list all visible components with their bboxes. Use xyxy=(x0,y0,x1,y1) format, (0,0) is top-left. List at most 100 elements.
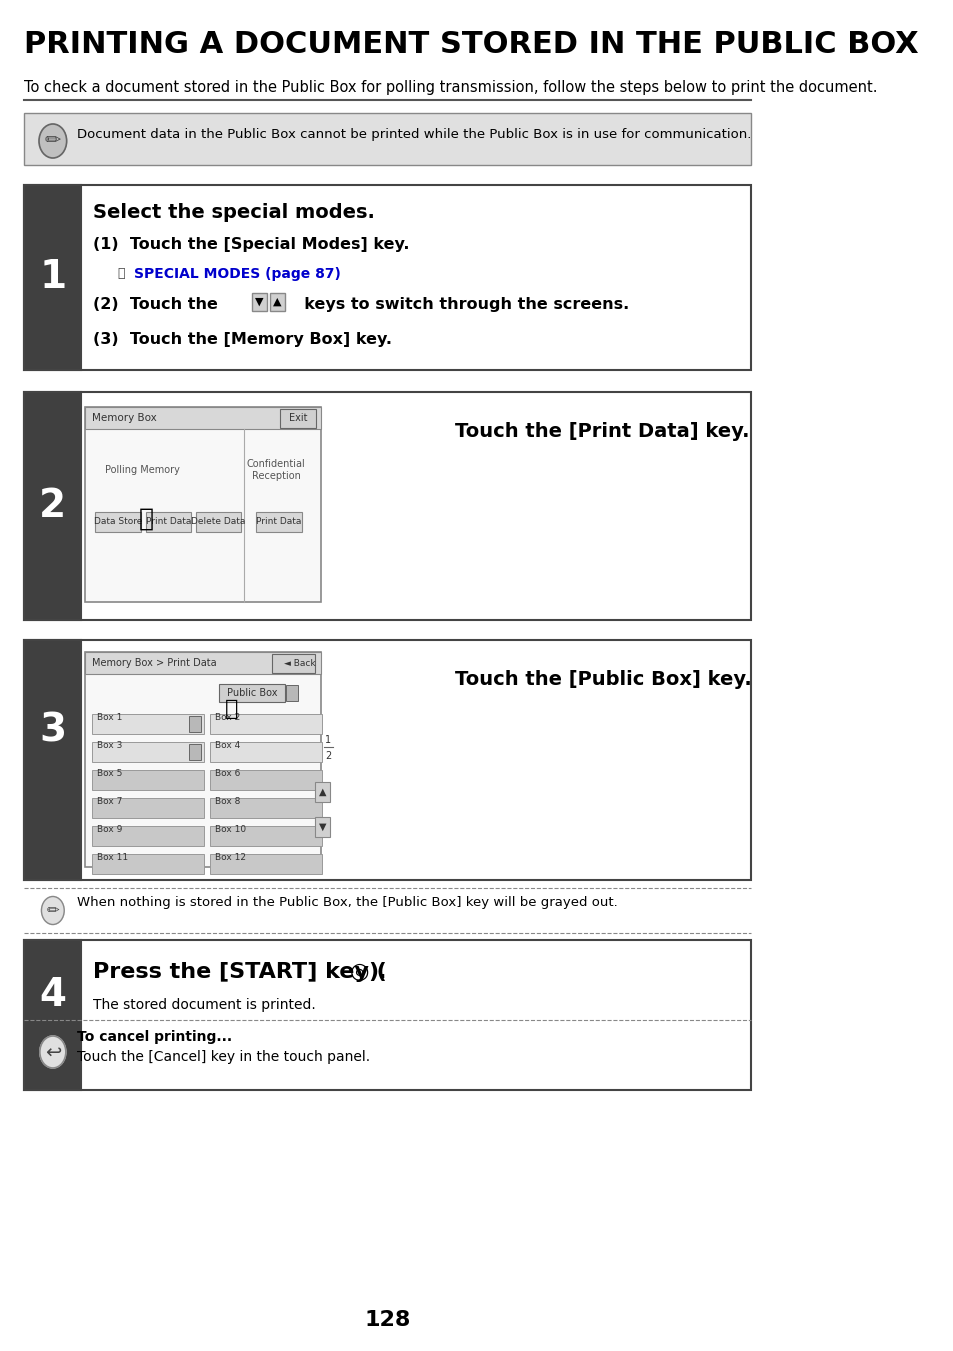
Bar xyxy=(210,854,321,874)
Bar xyxy=(270,293,284,311)
Bar xyxy=(91,825,204,846)
Text: The stored document is printed.: The stored document is printed. xyxy=(93,998,315,1012)
Text: Memory Box > Print Data: Memory Box > Print Data xyxy=(91,658,216,667)
Bar xyxy=(286,685,297,701)
Text: 3: 3 xyxy=(39,711,67,748)
Text: 📖: 📖 xyxy=(118,267,130,280)
Bar xyxy=(190,744,200,761)
Text: 4: 4 xyxy=(39,975,67,1015)
Bar xyxy=(315,817,330,838)
Bar xyxy=(210,798,321,817)
Bar xyxy=(255,512,301,532)
Bar xyxy=(280,409,315,428)
Text: Box 4: Box 4 xyxy=(214,742,239,751)
Bar xyxy=(272,654,314,673)
Text: Touch the [Print Data] key.: Touch the [Print Data] key. xyxy=(455,422,749,440)
Bar xyxy=(210,825,321,846)
Bar xyxy=(210,713,321,734)
Bar xyxy=(85,653,321,674)
Text: (2)  Touch the: (2) Touch the xyxy=(93,297,230,312)
Text: Box 3: Box 3 xyxy=(96,742,122,751)
Text: To check a document stored in the Public Box for polling transmission, follow th: To check a document stored in the Public… xyxy=(25,80,877,95)
Bar xyxy=(195,512,241,532)
Text: ▼: ▼ xyxy=(318,821,326,832)
Text: Box 8: Box 8 xyxy=(214,797,240,807)
Bar xyxy=(25,640,81,880)
Text: SPECIAL MODES (page 87): SPECIAL MODES (page 87) xyxy=(134,267,340,281)
Bar xyxy=(190,716,200,732)
Text: ✏: ✏ xyxy=(45,131,61,150)
Bar xyxy=(315,782,330,802)
Bar xyxy=(25,640,750,880)
Text: ▲: ▲ xyxy=(318,788,326,797)
Bar xyxy=(25,392,750,620)
Text: Box 1: Box 1 xyxy=(96,713,122,723)
Text: ▼: ▼ xyxy=(254,297,263,307)
Text: Document data in the Public Box cannot be printed while the Public Box is in use: Document data in the Public Box cannot b… xyxy=(77,128,751,141)
Text: ▲: ▲ xyxy=(273,297,281,307)
Bar xyxy=(91,742,204,762)
Text: keys to switch through the screens.: keys to switch through the screens. xyxy=(293,297,628,312)
Text: Data Store: Data Store xyxy=(93,517,142,527)
Bar xyxy=(25,185,81,370)
Bar xyxy=(91,854,204,874)
Text: 1: 1 xyxy=(325,735,331,744)
Bar xyxy=(25,113,750,165)
Text: Box 12: Box 12 xyxy=(214,854,245,862)
Text: (1)  Touch the [Special Modes] key.: (1) Touch the [Special Modes] key. xyxy=(93,236,410,253)
Bar xyxy=(85,653,321,867)
Text: Delete Data: Delete Data xyxy=(192,517,246,527)
Text: Exit: Exit xyxy=(289,413,307,423)
Text: Select the special modes.: Select the special modes. xyxy=(93,203,375,222)
Text: Print Data: Print Data xyxy=(255,517,301,527)
Text: (3)  Touch the [Memory Box] key.: (3) Touch the [Memory Box] key. xyxy=(93,332,392,347)
Text: 👆: 👆 xyxy=(225,698,238,719)
Text: Box 9: Box 9 xyxy=(96,825,122,835)
Text: Confidential
Reception: Confidential Reception xyxy=(247,459,305,481)
Circle shape xyxy=(39,124,67,158)
Bar xyxy=(91,798,204,817)
Bar xyxy=(91,713,204,734)
Text: To cancel printing...: To cancel printing... xyxy=(77,1029,233,1044)
Bar xyxy=(91,770,204,790)
Bar xyxy=(252,293,266,311)
Text: ✏: ✏ xyxy=(47,902,59,917)
Bar xyxy=(25,940,81,1090)
Bar xyxy=(219,684,284,703)
Text: Box 11: Box 11 xyxy=(96,854,128,862)
Text: Memory Box: Memory Box xyxy=(91,413,156,423)
Bar xyxy=(210,770,321,790)
Text: Box 7: Box 7 xyxy=(96,797,122,807)
Text: 128: 128 xyxy=(364,1310,411,1329)
Text: 2: 2 xyxy=(39,486,67,526)
Bar xyxy=(25,185,750,370)
Text: Box 5: Box 5 xyxy=(96,770,122,778)
Text: Public Box: Public Box xyxy=(227,688,277,698)
Text: Touch the [Public Box] key.: Touch the [Public Box] key. xyxy=(455,670,751,689)
Text: Box 2: Box 2 xyxy=(214,713,239,723)
Text: ↩: ↩ xyxy=(45,1043,61,1062)
Text: Press the [START] key (: Press the [START] key ( xyxy=(93,962,387,982)
Text: Box 10: Box 10 xyxy=(214,825,246,835)
Text: 1: 1 xyxy=(39,258,67,296)
Text: 👆: 👆 xyxy=(139,507,153,531)
Bar xyxy=(85,407,321,603)
Text: Print Data: Print Data xyxy=(146,517,191,527)
Bar xyxy=(146,512,191,532)
Text: ).: ). xyxy=(368,962,386,982)
Bar xyxy=(25,392,81,620)
Text: Polling Memory: Polling Memory xyxy=(105,465,179,476)
Bar xyxy=(85,407,321,430)
Bar xyxy=(25,940,750,1090)
Text: ◎: ◎ xyxy=(349,962,369,982)
Bar xyxy=(95,512,140,532)
Text: When nothing is stored in the Public Box, the [Public Box] key will be grayed ou: When nothing is stored in the Public Box… xyxy=(77,896,618,909)
Text: 2: 2 xyxy=(325,751,331,761)
Circle shape xyxy=(41,897,64,924)
Bar xyxy=(210,742,321,762)
Text: Box 6: Box 6 xyxy=(214,770,240,778)
Text: ◄ Back: ◄ Back xyxy=(283,658,315,667)
Text: PRINTING A DOCUMENT STORED IN THE PUBLIC BOX: PRINTING A DOCUMENT STORED IN THE PUBLIC… xyxy=(25,30,918,59)
Text: Touch the [Cancel] key in the touch panel.: Touch the [Cancel] key in the touch pane… xyxy=(77,1050,370,1065)
Circle shape xyxy=(40,1036,66,1069)
